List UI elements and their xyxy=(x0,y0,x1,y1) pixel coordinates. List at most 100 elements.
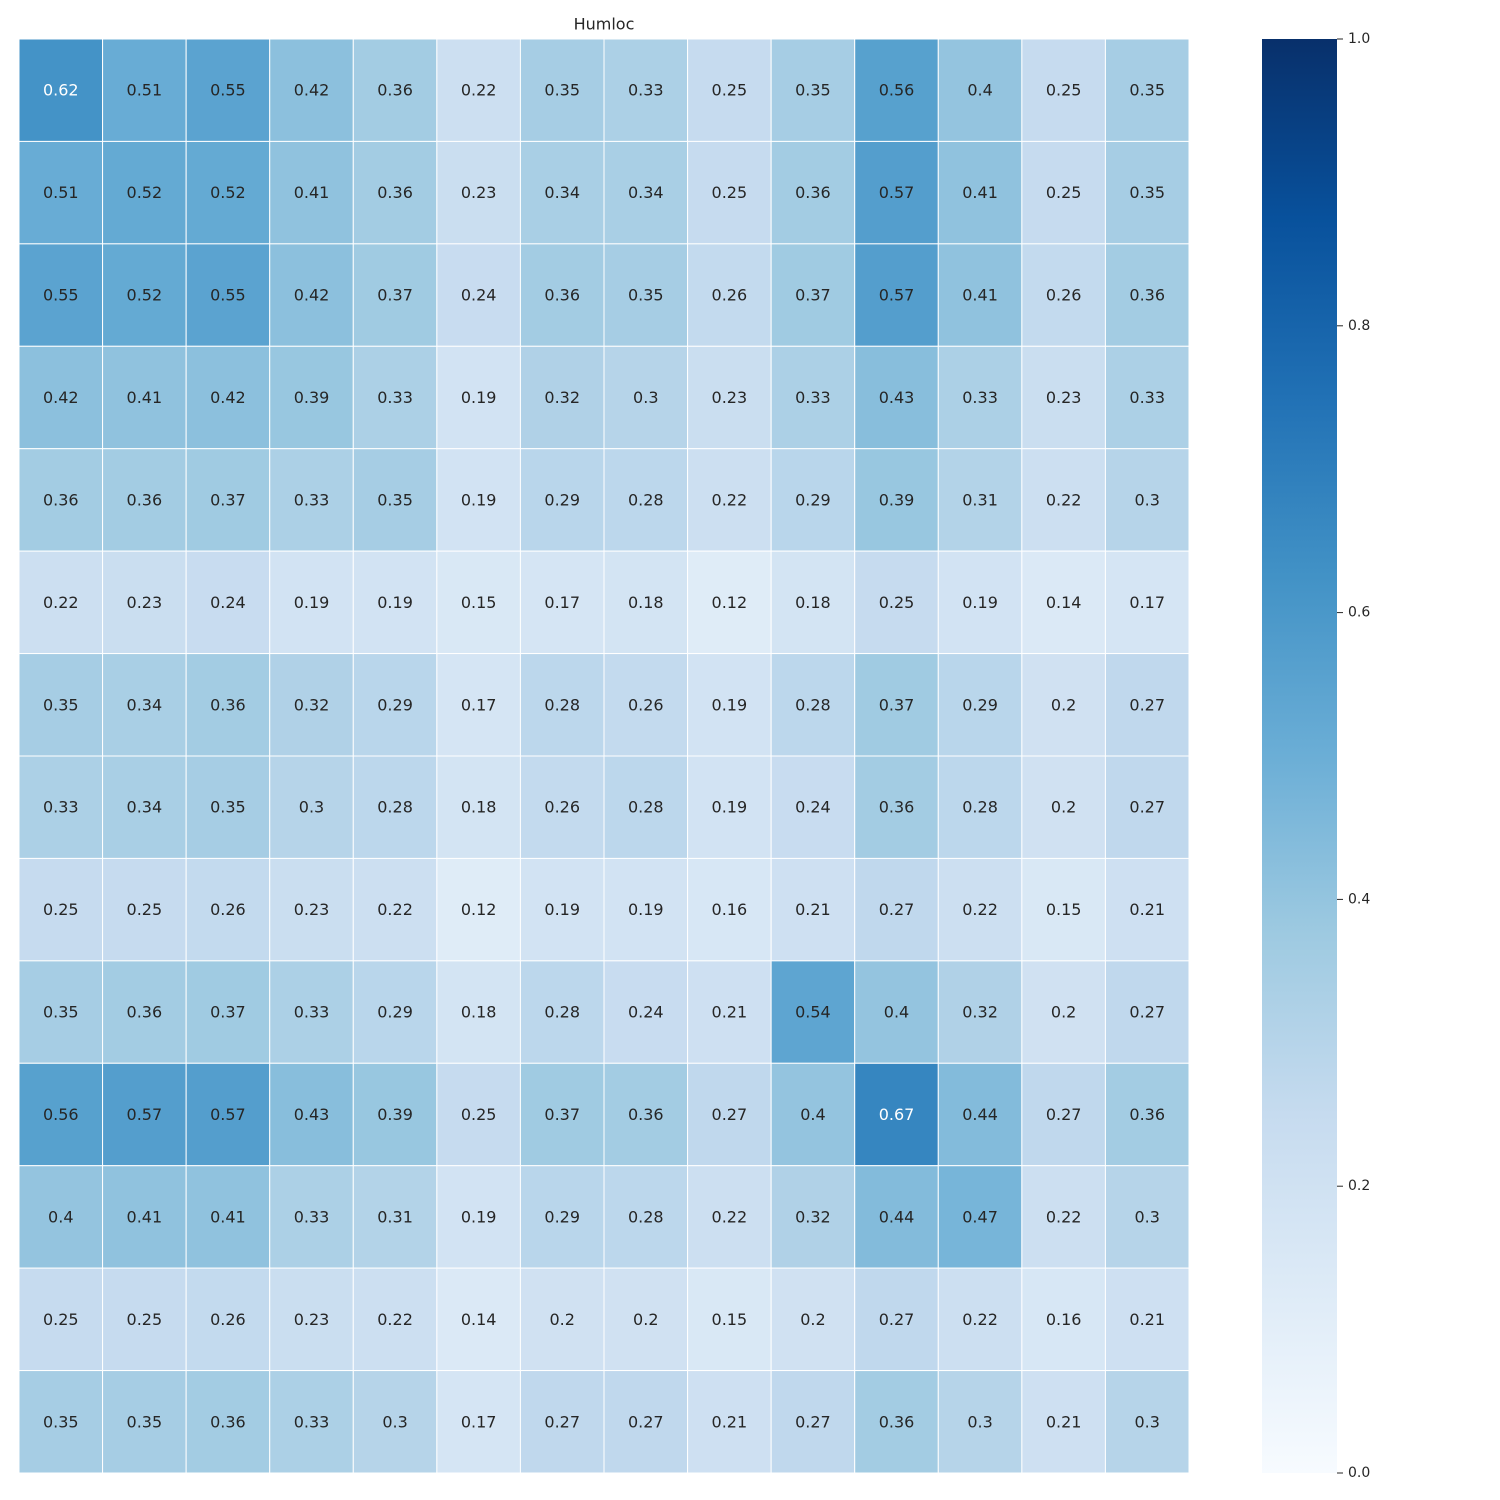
heatmap-cell xyxy=(519,550,605,655)
heatmap-cell xyxy=(687,345,772,450)
heatmap-cell xyxy=(269,1165,354,1269)
cell-value-label: 0.27 xyxy=(879,900,915,919)
colorbar-tick-label: 0.0 xyxy=(1348,1465,1370,1481)
heatmap-cell xyxy=(770,38,856,142)
heatmap-cell xyxy=(519,1370,605,1474)
heatmap-cell xyxy=(436,755,521,859)
cell-value-label: 0.37 xyxy=(879,695,915,714)
cell-value-label: 0.52 xyxy=(127,183,163,202)
cell-value-label: 0.35 xyxy=(1129,81,1165,100)
heatmap-cell xyxy=(1104,653,1190,757)
heatmap-cell xyxy=(102,550,187,655)
cell-value-label: 0.28 xyxy=(628,798,664,817)
cell-value-label: 0.42 xyxy=(294,286,330,305)
cell-value-label: 0.44 xyxy=(879,1207,915,1226)
cell-value-label: 0.27 xyxy=(795,1412,831,1431)
cell-value-label: 0.33 xyxy=(1129,388,1165,407)
heatmap-cell xyxy=(436,1370,521,1474)
cell-value-label: 0.55 xyxy=(210,81,246,100)
cell-value-label: 0.12 xyxy=(461,900,497,919)
cell-value-label: 0.22 xyxy=(377,900,413,919)
heatmap-cell xyxy=(1104,755,1190,859)
heatmap-cell xyxy=(854,857,939,962)
heatmap-cell xyxy=(854,1165,939,1269)
cell-value-label: 0.57 xyxy=(127,1105,163,1124)
heatmap-cell xyxy=(185,140,271,245)
cell-value-label: 0.57 xyxy=(210,1105,246,1124)
heatmap-cell xyxy=(18,960,104,1064)
heatmap-cell xyxy=(102,755,187,859)
cell-value-label: 0.25 xyxy=(879,593,915,612)
cell-value-label: 0.19 xyxy=(628,900,664,919)
cell-value-label: 0.21 xyxy=(795,900,831,919)
cell-value-label: 0.18 xyxy=(628,593,664,612)
cell-value-label: 0.62 xyxy=(43,81,79,100)
cell-value-label: 0.24 xyxy=(795,798,831,817)
cell-value-label: 0.22 xyxy=(43,593,79,612)
heatmap-cell xyxy=(1021,755,1106,859)
heatmap-cell xyxy=(1104,1062,1190,1167)
cell-value-label: 0.28 xyxy=(544,695,580,714)
heatmap-cell xyxy=(770,1062,856,1167)
cell-value-label: 0.19 xyxy=(461,1207,497,1226)
cell-value-label: 0.19 xyxy=(962,593,998,612)
heatmap-cell xyxy=(937,550,1023,655)
heatmap-cell xyxy=(269,345,354,450)
heatmap-cell xyxy=(352,1267,438,1372)
heatmap-cell xyxy=(185,448,271,552)
cell-value-label: 0.18 xyxy=(461,798,497,817)
heatmap-cell xyxy=(1104,38,1190,142)
cell-value-label: 0.23 xyxy=(127,593,163,612)
heatmap-cell xyxy=(519,243,605,347)
heatmap-cell xyxy=(770,1267,856,1372)
colorbar-tick-label: 0.6 xyxy=(1348,605,1370,621)
heatmap-cell xyxy=(1104,1370,1190,1474)
cell-value-label: 0.35 xyxy=(210,798,246,817)
heatmap-cell xyxy=(603,857,689,962)
cell-value-label: 0.57 xyxy=(879,183,915,202)
cell-value-label: 0.55 xyxy=(210,286,246,305)
cell-value-label: 0.21 xyxy=(712,1003,748,1022)
cell-value-label: 0.16 xyxy=(712,900,748,919)
cell-value-label: 0.17 xyxy=(461,695,497,714)
cell-value-label: 0.39 xyxy=(879,490,915,509)
heatmap-cell xyxy=(436,1062,521,1167)
cell-value-label: 0.57 xyxy=(879,286,915,305)
heatmap-cell xyxy=(1021,448,1106,552)
heatmap-cell xyxy=(1104,1165,1190,1269)
cell-value-label: 0.33 xyxy=(294,490,330,509)
heatmap-cell xyxy=(1021,1165,1106,1269)
heatmap-cell xyxy=(1104,448,1190,552)
heatmap-cell xyxy=(352,550,438,655)
cell-value-label: 0.33 xyxy=(795,388,831,407)
heatmap-cell xyxy=(687,960,772,1064)
cell-value-label: 0.56 xyxy=(879,81,915,100)
cell-value-label: 0.42 xyxy=(294,81,330,100)
cell-value-label: 0.23 xyxy=(1046,388,1082,407)
cell-value-label: 0.39 xyxy=(377,1105,413,1124)
heatmap-cell xyxy=(937,1062,1023,1167)
cell-value-label: 0.19 xyxy=(544,900,580,919)
cell-value-label: 0.25 xyxy=(127,900,163,919)
cell-value-label: 0.33 xyxy=(294,1207,330,1226)
heatmap-cell xyxy=(1104,960,1190,1064)
cell-value-label: 0.36 xyxy=(879,798,915,817)
heatmap-cell xyxy=(185,38,271,142)
cell-value-label: 0.27 xyxy=(628,1412,664,1431)
heatmap-cell xyxy=(519,857,605,962)
cell-value-label: 0.24 xyxy=(461,286,497,305)
cell-value-label: 0.3 xyxy=(299,798,324,817)
cell-value-label: 0.23 xyxy=(712,388,748,407)
cell-value-label: 0.2 xyxy=(549,1310,574,1329)
cell-value-label: 0.24 xyxy=(210,593,246,612)
cell-value-label: 0.22 xyxy=(1046,1207,1082,1226)
heatmap-cell xyxy=(352,448,438,552)
heatmap-cell xyxy=(436,550,521,655)
cell-value-label: 0.26 xyxy=(210,1310,246,1329)
heatmap-cell xyxy=(770,1165,856,1269)
cell-value-label: 0.2 xyxy=(633,1310,658,1329)
cell-value-label: 0.29 xyxy=(544,1207,580,1226)
cell-value-label: 0.29 xyxy=(795,490,831,509)
heatmap-cell xyxy=(185,960,271,1064)
heatmap-cell xyxy=(519,1062,605,1167)
